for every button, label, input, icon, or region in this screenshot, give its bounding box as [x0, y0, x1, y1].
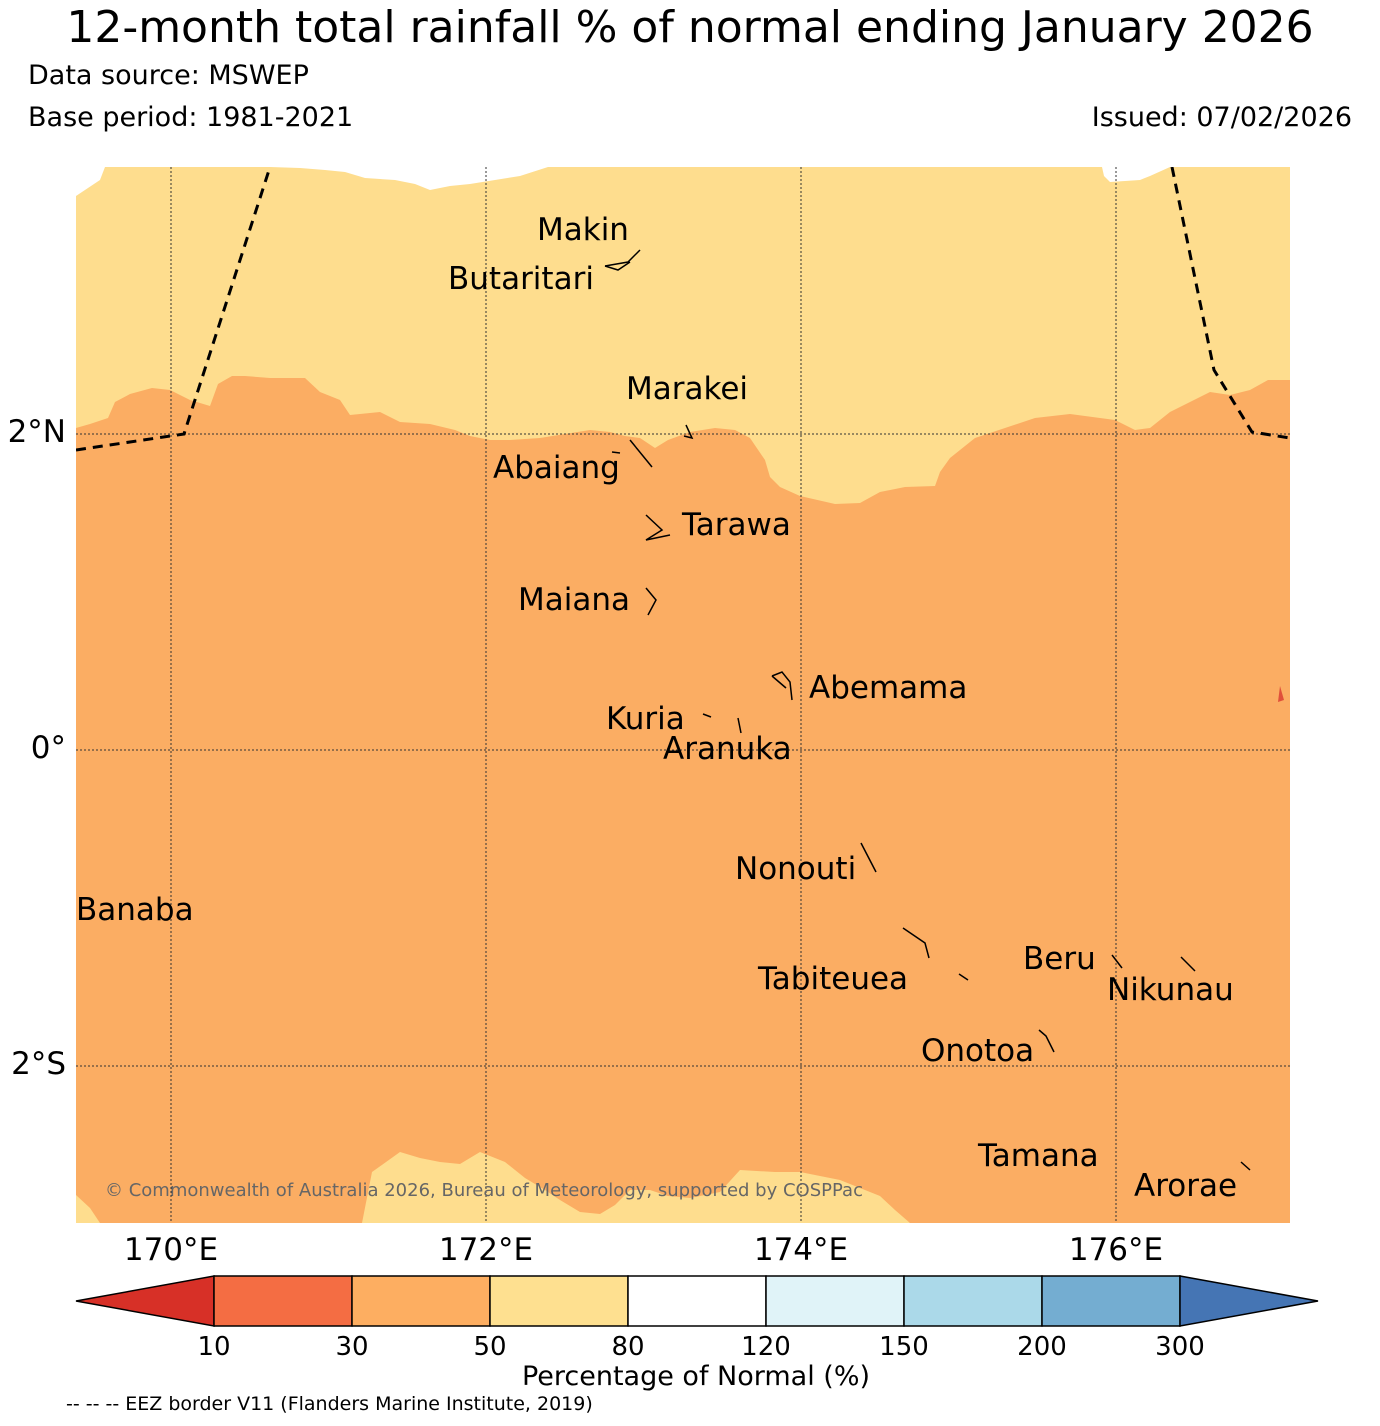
tarawa-island-shape — [645, 514, 671, 541]
region-50-80-south-main — [362, 1152, 910, 1223]
colorbar-tick-80: 80 — [611, 1332, 645, 1362]
island-label-banaba: Banaba — [76, 892, 194, 928]
island-label-nonouti: Nonouti — [735, 851, 857, 887]
abemama-island-shape — [771, 671, 793, 701]
colorbar-tick-120: 120 — [741, 1332, 791, 1362]
abaiang-island-shape — [629, 439, 653, 468]
island-outlines — [604, 249, 1251, 1171]
abaiang-island-shape-2 — [611, 451, 621, 454]
gridlines — [76, 167, 1290, 1223]
base-period: Base period: 1981-2021 — [28, 102, 354, 133]
arorae-island-shape — [1240, 1161, 1251, 1171]
island-label-aranuka: Aranuka — [663, 731, 792, 767]
island-label-onotoa: Onotoa — [921, 1033, 1035, 1069]
data-source: Data source: MSWEP — [28, 60, 309, 91]
butaritari-island-shape — [604, 261, 631, 271]
onotoa-island-shape — [1038, 1029, 1055, 1053]
banaba-marker — [1278, 686, 1284, 702]
colorbar-tick-150: 150 — [879, 1332, 929, 1362]
island-label-beru: Beru — [1023, 941, 1096, 977]
island-label-arorae: Arorae — [1134, 1168, 1238, 1204]
island-label-abaiang: Abaiang — [493, 450, 620, 486]
tabiteuea-island-shape — [902, 927, 930, 959]
island-label-marakei: Marakei — [626, 371, 749, 407]
colorbar-tick-30: 30 — [335, 1332, 369, 1362]
island-label-tabiteuea: Tabiteuea — [758, 961, 909, 997]
colorbar-low-extend — [75, 1275, 215, 1327]
colorbar-bin-150-200 — [903, 1275, 1043, 1327]
colorbar-bin-80-120 — [627, 1275, 767, 1327]
colorbar-bin-30-50 — [351, 1275, 491, 1327]
island-label-kuria: Kuria — [606, 701, 685, 737]
map-title: 12-month total rainfall % of normal endi… — [66, 2, 1314, 53]
colorbar-high-extend — [1179, 1275, 1319, 1327]
island-label-nikunau: Nikunau — [1107, 972, 1234, 1008]
island-label-abemama: Abemama — [809, 670, 968, 706]
maiana-island-shape — [645, 587, 657, 616]
lat-label-2n: 2°N — [7, 414, 66, 450]
lon-label-172e: 172°E — [438, 1232, 534, 1268]
eez-border — [76, 167, 1290, 452]
region-50-80-north — [76, 167, 1290, 504]
kuria-island-shape — [702, 713, 712, 718]
aranuka-island-shape — [737, 717, 742, 734]
lat-label-0: 0° — [30, 730, 66, 766]
colorbar-bin-10-30 — [213, 1275, 353, 1327]
lon-label-176e: 176°E — [1068, 1232, 1164, 1268]
issued-date: Issued: 07/02/2026 — [1091, 102, 1352, 133]
colorbar-tick-10: 10 — [197, 1332, 231, 1362]
abemama-island-shape-2 — [771, 675, 787, 689]
colorbar-label: Percentage of Normal (%) — [521, 1361, 871, 1392]
beru-island-shape — [1111, 954, 1123, 969]
copyright-notice: © Commonwealth of Australia 2026, Bureau… — [105, 1180, 863, 1201]
lat-label-2s: 2°S — [11, 1046, 66, 1082]
colorbar-bin-120-150 — [765, 1275, 905, 1327]
colorbar-tick-300: 300 — [1155, 1332, 1205, 1362]
colorbar-tick-50: 50 — [473, 1332, 507, 1362]
region-80-120-top-right — [1102, 167, 1170, 182]
island-label-butaritari: Butaritari — [448, 261, 594, 297]
island-label-makin: Makin — [537, 212, 629, 248]
region-50-80-south — [76, 1195, 100, 1223]
nikunau-island-shape — [1180, 956, 1196, 972]
colorbar-tick-200: 200 — [1017, 1332, 1067, 1362]
colorbar-bin-200-300 — [1041, 1275, 1181, 1327]
map-area — [76, 167, 1290, 1223]
region-80-120-top-left — [76, 167, 105, 196]
marakei-island-shape — [683, 424, 694, 440]
region-80-120-top-mid — [270, 167, 548, 190]
makin-island-shape — [604, 249, 641, 267]
lon-label-170e: 170°E — [123, 1232, 219, 1268]
tabiteuea-island-shape-2 — [958, 973, 969, 981]
island-label-tamana: Tamana — [978, 1138, 1099, 1174]
colorbar-bin-50-80 — [489, 1275, 629, 1327]
island-label-maiana: Maiana — [518, 582, 630, 618]
lon-label-174e: 174°E — [753, 1232, 849, 1268]
island-label-tarawa: Tarawa — [682, 507, 791, 543]
eez-legend-note: -- -- -- EEZ border V11 (Flanders Marine… — [66, 1393, 593, 1415]
nonouti-island-shape — [860, 842, 877, 873]
colorbar — [75, 1275, 1319, 1327]
